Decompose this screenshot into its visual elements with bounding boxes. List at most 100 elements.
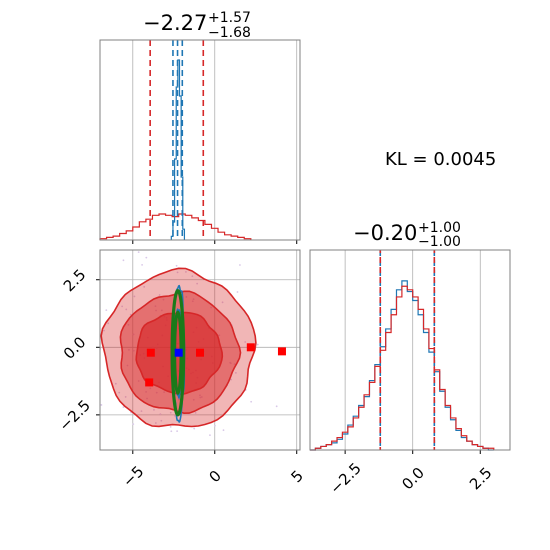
scatter-point xyxy=(239,264,241,266)
scatter-point xyxy=(169,425,172,428)
scatter-point xyxy=(126,364,129,367)
scatter-point xyxy=(143,285,146,288)
scatter-point xyxy=(127,323,130,326)
scatter-point xyxy=(210,306,213,309)
scatter-point xyxy=(149,387,152,390)
scatter-point xyxy=(146,397,148,400)
scatter-point xyxy=(141,264,143,266)
scatter-point xyxy=(175,264,178,267)
scatter-point xyxy=(154,305,157,308)
scatter-point xyxy=(140,410,143,413)
scatter-point xyxy=(209,434,211,437)
scatter-point xyxy=(236,291,239,293)
red-square-marker xyxy=(145,378,154,387)
scatter-point xyxy=(222,429,225,432)
y-tick-label: −2.5 xyxy=(55,396,93,434)
scatter-point xyxy=(155,309,157,312)
red-square-marker xyxy=(277,347,286,356)
scatter-point xyxy=(159,413,162,416)
scatter-point xyxy=(162,298,165,301)
scatter-point xyxy=(214,424,216,427)
scatter-point xyxy=(275,405,278,408)
x-hist-red xyxy=(99,213,252,240)
scatter-point xyxy=(192,398,195,401)
red-square-marker xyxy=(246,343,255,352)
y-marginal-tick-label: −2.5 xyxy=(326,459,364,497)
scatter-point xyxy=(191,300,194,303)
blue-square-marker xyxy=(174,348,183,357)
scatter-point xyxy=(191,275,194,278)
scatter-point xyxy=(229,362,232,365)
scatter-point xyxy=(122,259,125,262)
y-tick-label: 0.0 xyxy=(60,333,90,363)
scatter-point xyxy=(125,308,128,311)
scatter-point xyxy=(145,390,147,393)
scatter-point xyxy=(185,296,188,298)
y-param-title-lower: −1.00 xyxy=(418,234,461,250)
joint-panel: −5 0 5 −2.5 0.0 2.5 xyxy=(55,250,307,491)
scatter-point xyxy=(234,371,237,374)
x-tick-label: 5 xyxy=(287,467,306,486)
scatter-point xyxy=(199,396,202,399)
scatter-point xyxy=(185,271,187,273)
x-tick-label: −5 xyxy=(119,462,147,490)
scatter-point xyxy=(200,396,203,398)
y-marginal-frame xyxy=(309,249,511,451)
scatter-point xyxy=(153,408,155,411)
red-square-marker xyxy=(196,348,204,357)
red-square-marker xyxy=(146,348,155,357)
scatter-point xyxy=(107,322,110,325)
kl-annotation: KL = 0.0045 xyxy=(385,149,496,170)
x-param-title-lower: −1.68 xyxy=(208,25,251,41)
x-marginal-panel: −2.27 +1.57−1.68 xyxy=(99,10,298,244)
scatter-point xyxy=(160,419,163,422)
scatter-point xyxy=(105,309,108,312)
scatter-point xyxy=(124,396,127,398)
green-ellipse xyxy=(170,288,186,417)
scatter-point xyxy=(194,412,197,414)
x-param-title: −2.27 xyxy=(143,11,207,35)
y-hist-blue xyxy=(310,280,494,451)
scatter-point xyxy=(158,294,161,296)
y-marginal-tick-label: 2.5 xyxy=(466,464,496,494)
scatter-point xyxy=(122,406,125,408)
scatter-point xyxy=(128,348,130,351)
scatter-point xyxy=(176,271,179,274)
scatter-point xyxy=(256,343,259,346)
scatter-point xyxy=(221,301,224,304)
scatter-point xyxy=(132,349,135,352)
y-marginal-tick-label: 0.0 xyxy=(398,464,428,494)
scatter-point xyxy=(103,329,105,332)
scatter-point xyxy=(169,411,172,414)
scatter-point xyxy=(118,391,121,394)
x-tick-label: 0 xyxy=(205,467,224,486)
scatter-point xyxy=(170,430,173,433)
scatter-point xyxy=(121,305,124,308)
scatter-point xyxy=(154,422,157,424)
x-param-title-upper: +1.57 xyxy=(208,10,251,26)
scatter-point xyxy=(132,333,135,336)
scatter-point xyxy=(193,427,196,430)
scatter-point xyxy=(155,391,158,394)
y-param-title-upper: +1.00 xyxy=(418,220,461,236)
scatter-point xyxy=(230,378,232,381)
scatter-point xyxy=(145,256,148,259)
scatter-point xyxy=(100,404,103,406)
y-tick-label: 2.5 xyxy=(60,266,90,296)
scatter-point xyxy=(163,391,165,394)
x-marginal-frame xyxy=(99,39,301,241)
y-param-title: −0.20 xyxy=(353,221,417,245)
scatter-point xyxy=(114,382,117,385)
scatter-point xyxy=(133,295,136,298)
scatter-point xyxy=(187,413,190,416)
scatter-point xyxy=(199,394,201,397)
scatter-point xyxy=(132,423,135,426)
scatter-point xyxy=(218,334,221,337)
scatter-point xyxy=(244,341,247,343)
scatter-point xyxy=(137,380,140,382)
scatter-point xyxy=(160,309,163,312)
joint-frame xyxy=(99,249,301,451)
scatter-point xyxy=(233,363,236,365)
y-hist-red xyxy=(310,285,495,451)
